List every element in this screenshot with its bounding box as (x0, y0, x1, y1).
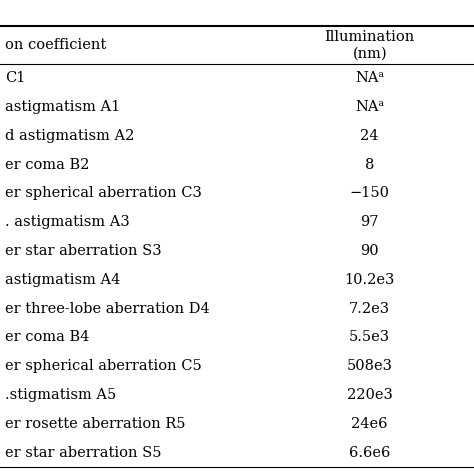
Text: NAᵃ: NAᵃ (355, 72, 384, 85)
Text: er coma B4: er coma B4 (5, 330, 89, 345)
Text: 90: 90 (360, 244, 379, 258)
Text: −150: −150 (350, 186, 390, 201)
Text: . astigmatism A3: . astigmatism A3 (5, 215, 129, 229)
Text: er coma B2: er coma B2 (5, 158, 89, 172)
Text: 220e3: 220e3 (347, 388, 392, 402)
Text: er star aberration S3: er star aberration S3 (5, 244, 161, 258)
Text: er spherical aberration C5: er spherical aberration C5 (5, 359, 201, 373)
Text: (nm): (nm) (352, 46, 387, 60)
Text: Illumination: Illumination (325, 30, 415, 44)
Text: 97: 97 (360, 215, 379, 229)
Text: er star aberration S5: er star aberration S5 (5, 446, 161, 459)
Text: astigmatism A1: astigmatism A1 (5, 100, 120, 114)
Text: er rosette aberration R5: er rosette aberration R5 (5, 417, 185, 431)
Text: 24: 24 (360, 129, 379, 143)
Text: .stigmatism A5: .stigmatism A5 (5, 388, 116, 402)
Text: 5.5e3: 5.5e3 (349, 330, 390, 345)
Text: 508e3: 508e3 (346, 359, 393, 373)
Text: 8: 8 (365, 158, 374, 172)
Text: NAᵃ: NAᵃ (355, 100, 384, 114)
Text: on coefficient: on coefficient (5, 38, 106, 52)
Text: astigmatism A4: astigmatism A4 (5, 273, 120, 287)
Text: C1: C1 (5, 72, 25, 85)
Text: 7.2e3: 7.2e3 (349, 301, 390, 316)
Text: 24e6: 24e6 (351, 417, 388, 431)
Text: er three-lobe aberration D4: er three-lobe aberration D4 (5, 301, 210, 316)
Text: 10.2e3: 10.2e3 (345, 273, 395, 287)
Text: d astigmatism A2: d astigmatism A2 (5, 129, 134, 143)
Text: er spherical aberration C3: er spherical aberration C3 (5, 186, 201, 201)
Text: 6.6e6: 6.6e6 (349, 446, 391, 459)
